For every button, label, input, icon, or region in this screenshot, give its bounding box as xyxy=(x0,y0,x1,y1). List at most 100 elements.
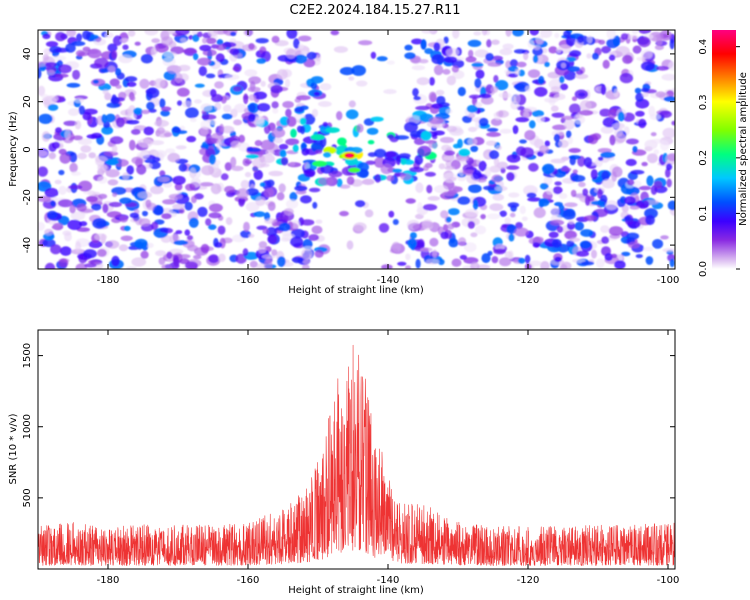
heatmap-cell xyxy=(304,162,310,171)
x-tick-label: -100 xyxy=(657,275,680,286)
heatmap-cell xyxy=(583,215,597,222)
heatmap-cell xyxy=(209,119,217,126)
heatmap-cell xyxy=(406,115,421,124)
x-tick-label: -180 xyxy=(97,575,120,586)
heatmap-cell xyxy=(126,265,137,269)
heatmap-cell xyxy=(240,179,250,189)
heatmap-cell xyxy=(259,182,266,187)
heatmap-cell xyxy=(67,219,82,230)
heatmap-cell xyxy=(472,199,479,211)
heatmap-cell xyxy=(391,241,401,253)
heatmap-cell xyxy=(308,234,320,241)
heatmap-cell xyxy=(488,150,500,160)
heatmap-cell xyxy=(248,94,256,101)
heatmap-cell xyxy=(509,59,518,68)
heatmap-cell xyxy=(216,139,222,150)
heatmap-cell xyxy=(591,52,599,60)
heatmap-cell xyxy=(414,154,424,165)
heatmap-cell xyxy=(381,264,393,269)
heatmap-cell xyxy=(556,47,562,54)
heatmap-cell xyxy=(76,227,91,233)
heatmap-cell xyxy=(178,64,191,72)
heatmap-cell xyxy=(166,251,173,260)
heatmap-cell xyxy=(42,238,56,248)
heatmap-cell xyxy=(146,101,155,111)
heatmap-cell xyxy=(554,181,562,186)
heatmap-cell xyxy=(486,213,501,220)
heatmap-cell xyxy=(38,61,48,67)
heatmap-cell xyxy=(568,148,581,153)
heatmap-cell xyxy=(356,80,368,87)
heatmap-cell xyxy=(574,89,589,100)
heatmap-cell xyxy=(650,185,658,195)
heatmap-cell xyxy=(444,150,455,156)
heatmap-cell xyxy=(526,192,537,198)
heatmap-cell xyxy=(398,153,411,159)
heatmap-cell xyxy=(486,39,492,48)
heatmap-cell xyxy=(443,224,449,232)
heatmap-cell xyxy=(581,261,595,266)
heatmap-cell xyxy=(567,66,581,72)
heatmap-cell xyxy=(119,38,130,43)
heatmap-cell xyxy=(193,53,199,61)
heatmap-cell xyxy=(62,230,72,236)
heatmap-cell xyxy=(91,132,103,139)
heatmap-cell xyxy=(279,149,287,158)
heatmap-cell xyxy=(554,256,562,263)
heatmap-cell xyxy=(105,113,116,123)
heatmap-cell xyxy=(174,183,183,191)
heatmap-cell xyxy=(119,215,128,223)
heatmap-cell xyxy=(205,73,216,79)
heatmap-cell xyxy=(481,30,488,36)
heatmap-cell xyxy=(515,117,530,123)
heatmap-cell xyxy=(245,154,259,159)
heatmap-cell xyxy=(115,84,122,89)
heatmap-cell xyxy=(446,125,457,133)
heatmap-cell xyxy=(123,225,131,232)
heatmap-cell xyxy=(253,211,266,218)
heatmap-cell xyxy=(238,197,246,205)
heatmap-cell xyxy=(649,113,661,121)
heatmap-cell xyxy=(256,263,266,269)
heatmap-cell xyxy=(498,92,512,99)
heatmap-cell xyxy=(233,86,242,92)
heatmap-cell xyxy=(535,35,544,45)
heatmap-cell xyxy=(82,46,91,52)
heatmap-cell xyxy=(339,67,355,76)
heatmap-cell xyxy=(525,85,531,92)
heatmap-cell xyxy=(551,112,565,118)
heatmap-cell xyxy=(346,240,354,250)
heatmap-cell xyxy=(266,226,278,237)
heatmap-cell xyxy=(667,153,675,162)
heatmap-cell xyxy=(464,208,479,218)
heatmap-cell xyxy=(620,33,629,40)
heatmap-cell xyxy=(427,196,441,201)
heatmap-cell xyxy=(641,161,648,167)
heatmap-cell xyxy=(161,36,174,46)
heatmap-cell xyxy=(518,257,526,264)
heatmap-cell xyxy=(167,152,180,163)
heatmap-cell xyxy=(105,240,120,249)
heatmap-cell xyxy=(292,144,299,153)
heatmap-cell xyxy=(366,127,379,135)
heatmap-cell xyxy=(533,207,546,218)
heatmap-cell xyxy=(520,147,535,159)
heatmap-cell xyxy=(524,254,531,264)
heatmap-cell xyxy=(586,53,592,59)
heatmap-cell xyxy=(570,189,577,198)
heatmap-cell xyxy=(556,225,564,233)
heatmap-cell xyxy=(318,177,333,186)
heatmap-cell xyxy=(455,155,469,162)
heatmap-cell xyxy=(479,93,492,99)
colorbar-label: Normalized spectral amplitude xyxy=(738,72,749,226)
heatmap-cell xyxy=(38,68,42,79)
heatmap-cell xyxy=(180,37,187,43)
snr-x-axis-label: Height of straight line (km) xyxy=(288,585,424,596)
heatmap-cell xyxy=(519,139,527,144)
heatmap-cell xyxy=(626,138,639,145)
heatmap-cell xyxy=(120,235,133,242)
heatmap-cell xyxy=(569,237,581,242)
heatmap-cell xyxy=(47,69,56,76)
heatmap-cell xyxy=(286,30,298,39)
heatmap-cell xyxy=(624,196,636,205)
